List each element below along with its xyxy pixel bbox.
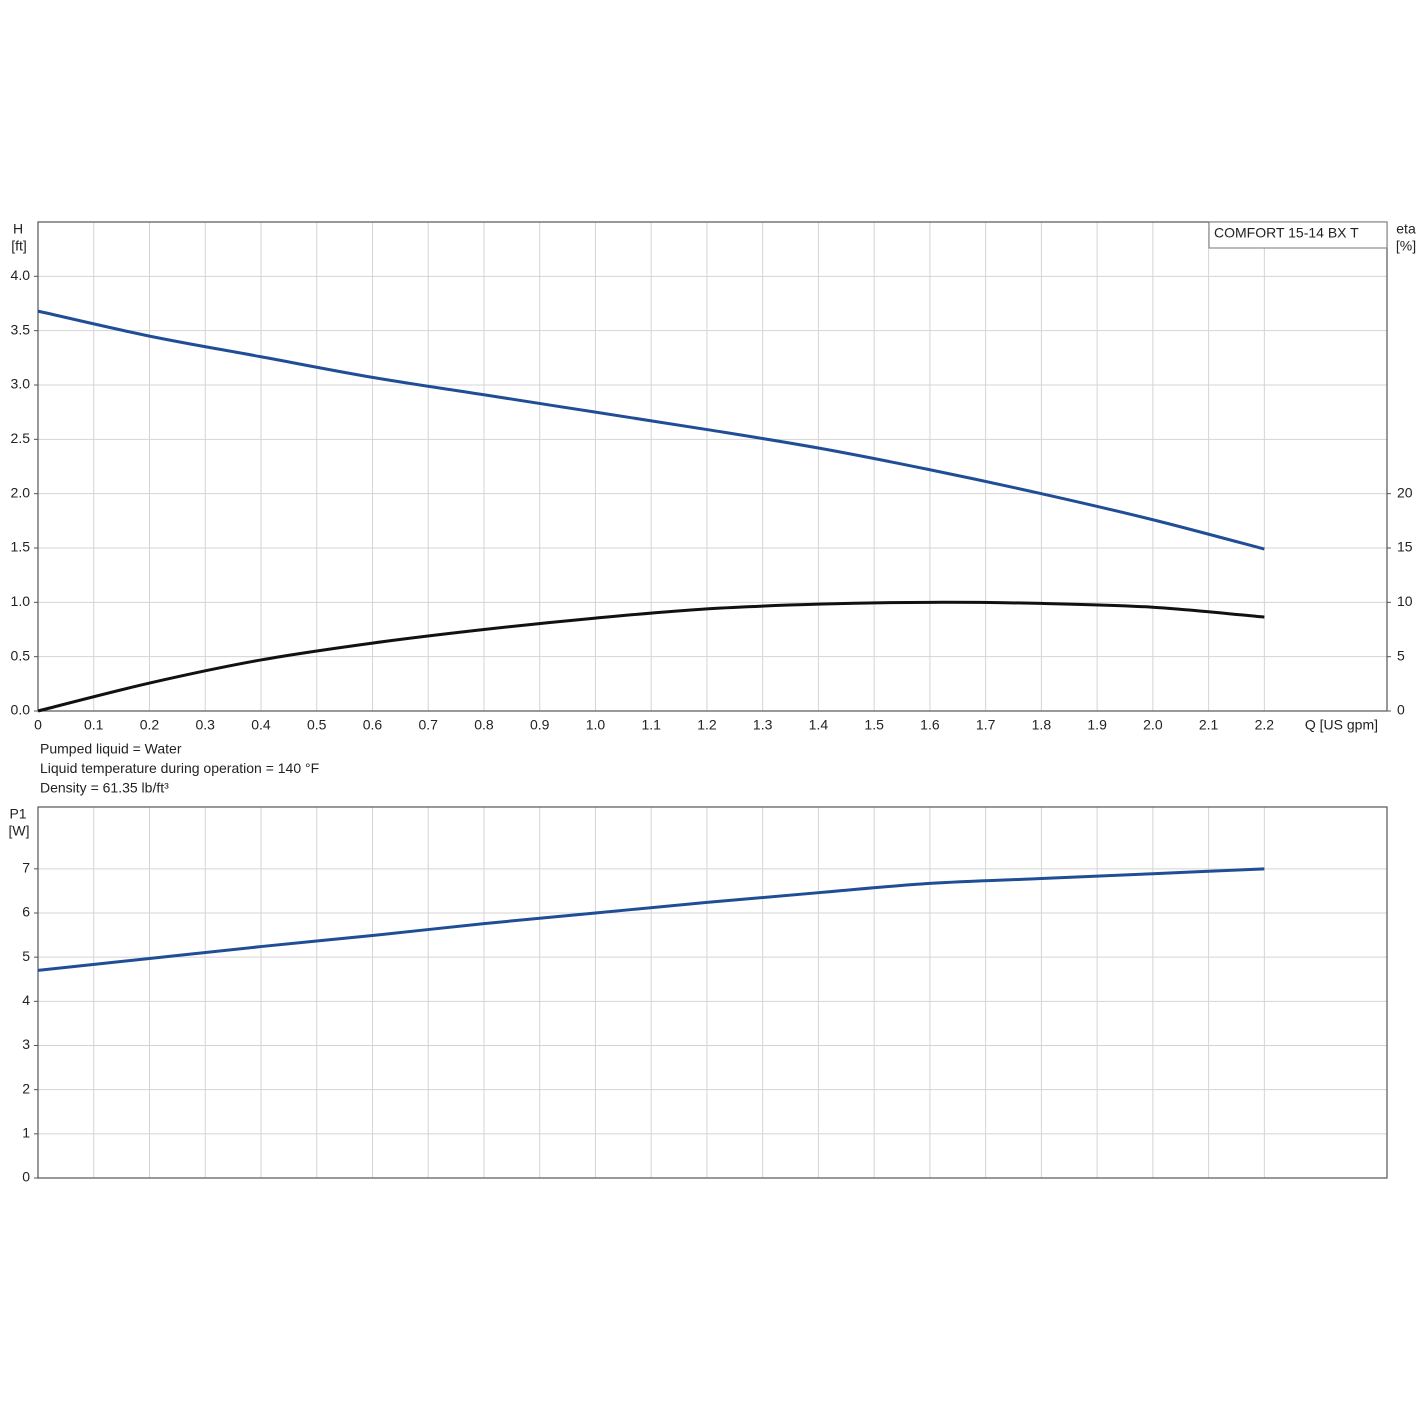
annotation: Liquid temperature during operation = 14…: [40, 760, 319, 776]
x-tick-label: 1.8: [1032, 717, 1052, 733]
x-tick-label: 2.1: [1199, 717, 1219, 733]
y-axis-unit: [W]: [9, 823, 30, 839]
x-tick-label: 0: [34, 717, 42, 733]
y-tick-label: 0.0: [11, 702, 31, 718]
y2-tick-label: 20: [1397, 484, 1413, 500]
y-tick-label: 2.5: [11, 430, 31, 446]
x-tick-label: 0.9: [530, 717, 550, 733]
chart-title: COMFORT 15-14 BX T: [1214, 225, 1359, 241]
x-tick-label: 1.6: [920, 717, 940, 733]
x-tick-label: 0.4: [251, 717, 271, 733]
x-tick-label: 1.3: [753, 717, 773, 733]
y-tick-label: 7: [22, 860, 30, 876]
x-tick-label: 1.7: [976, 717, 996, 733]
y2-tick-label: 15: [1397, 539, 1413, 555]
y-tick-label: 4.0: [11, 267, 31, 283]
y-tick-label: 6: [22, 904, 30, 920]
plot-frame: [37, 221, 1388, 712]
x-tick-label: 1.1: [641, 717, 661, 733]
x-tick-label: 2.0: [1143, 717, 1163, 733]
y-tick-label: 5: [22, 948, 30, 964]
y-axis-unit: [ft]: [11, 238, 27, 254]
y2-axis-unit: [%]: [1396, 238, 1416, 254]
x-tick-label: 0.1: [84, 717, 104, 733]
y-tick-label: 2: [22, 1080, 30, 1096]
y-tick-label: 0: [22, 1169, 30, 1185]
y-tick-label: 1.0: [11, 593, 31, 609]
y-tick-label: 1: [22, 1125, 30, 1141]
y-tick-label: 3.0: [11, 376, 31, 392]
x-axis-label: Q [US gpm]: [1305, 717, 1378, 733]
y2-tick-label: 10: [1397, 593, 1413, 609]
y-tick-label: 3: [22, 1036, 30, 1052]
series-line: [37, 867, 1265, 972]
y2-tick-label: 0: [1397, 702, 1405, 718]
y-axis-label: P1: [9, 806, 26, 822]
y2-axis-label: eta: [1396, 221, 1416, 237]
x-tick-label: 0.8: [474, 717, 494, 733]
plot-frame: [37, 806, 1388, 1179]
y-tick-label: 1.5: [11, 539, 31, 555]
y-axis-label: H: [13, 221, 23, 237]
series-line: [37, 600, 1265, 713]
x-tick-label: 1.9: [1087, 717, 1107, 733]
series-line: [37, 309, 1265, 551]
x-tick-label: 0.7: [418, 717, 438, 733]
x-tick-label: 0.2: [140, 717, 160, 733]
x-tick-label: 1.2: [697, 717, 717, 733]
y2-tick-label: 5: [1397, 647, 1405, 663]
y-tick-label: 4: [22, 992, 30, 1008]
annotation: Density = 61.35 lb/ft³: [40, 780, 169, 796]
x-tick-label: 1.0: [586, 717, 606, 733]
y-tick-label: 3.5: [11, 321, 31, 337]
y-tick-label: 2.0: [11, 484, 31, 500]
x-tick-label: 1.4: [809, 717, 829, 733]
annotation: Pumped liquid = Water: [40, 741, 182, 757]
legend-box: [1208, 221, 1388, 249]
x-tick-label: 0.5: [307, 717, 327, 733]
x-tick-label: 2.2: [1255, 717, 1275, 733]
x-tick-label: 1.5: [864, 717, 884, 733]
y-tick-label: 0.5: [11, 647, 31, 663]
x-tick-label: 0.3: [195, 717, 215, 733]
x-tick-label: 0.6: [363, 717, 383, 733]
